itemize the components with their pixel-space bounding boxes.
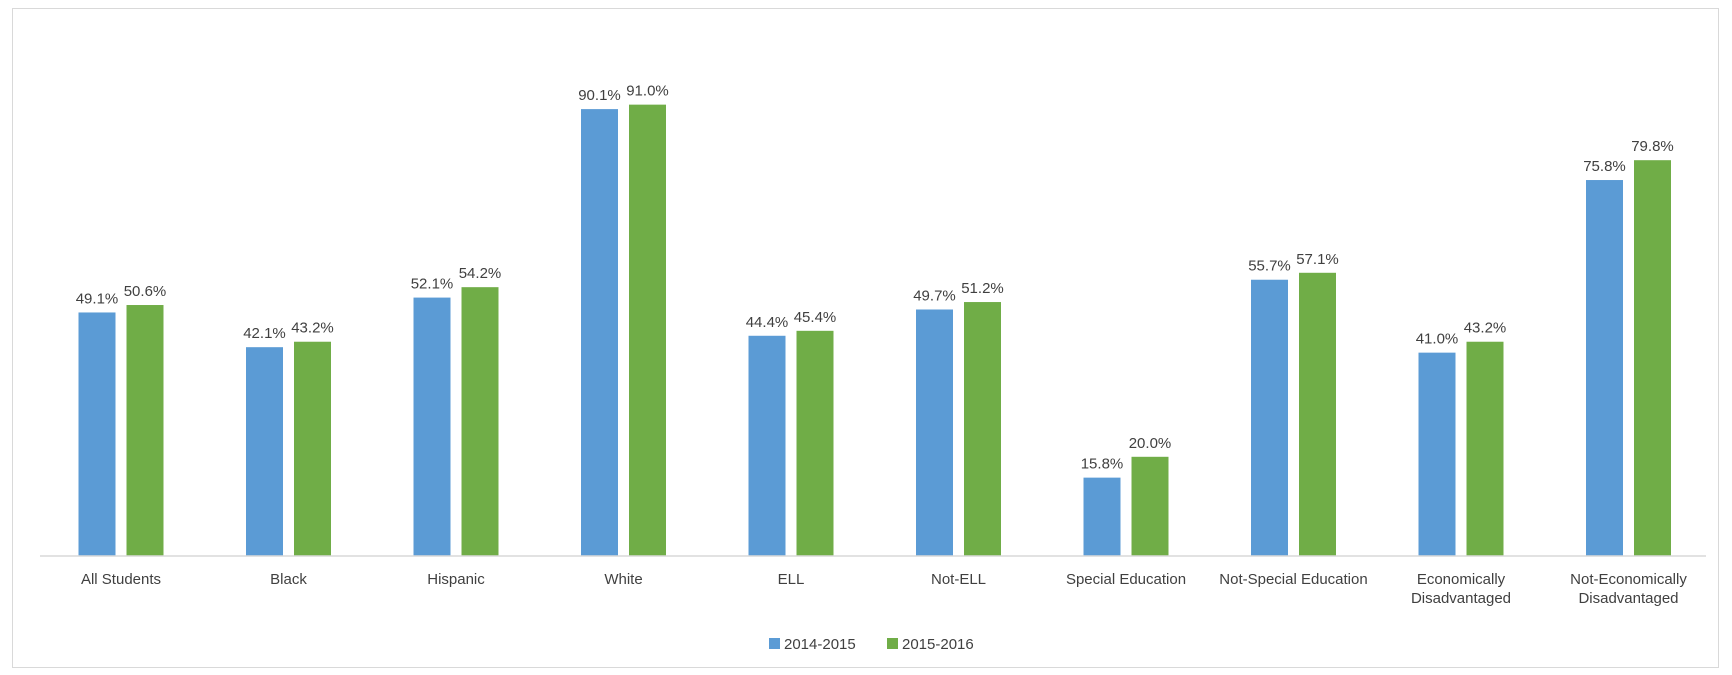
data-label: 75.8%: [1583, 158, 1626, 175]
data-label: 43.2%: [1464, 320, 1507, 337]
bar-series-1: [1083, 477, 1121, 556]
bar-series-2: [1466, 341, 1504, 556]
bar-series-2: [126, 305, 164, 556]
bar-series-1: [1251, 279, 1288, 556]
value-labels-layer: 49.1% 50.6% 42.1% 43.2% 52.1% 54.2% 90.1% 91.0%…: [76, 83, 1674, 473]
data-label: 43.2%: [291, 320, 334, 337]
bar-series-2: [1634, 160, 1671, 556]
bar-series-2: [294, 341, 331, 556]
bar-series-1: [1418, 352, 1456, 556]
bar-series-1: [581, 109, 618, 556]
bar-series-2: [461, 287, 499, 556]
data-label: 45.4%: [794, 309, 837, 326]
data-label: 79.8%: [1631, 138, 1674, 155]
category-label: Not-Special Education: [1219, 571, 1367, 588]
bar-series-1: [748, 335, 786, 556]
data-label: 44.4%: [746, 314, 789, 331]
bar-series-2: [964, 302, 1001, 556]
bar-series-2: [1131, 456, 1169, 556]
data-label: 52.1%: [411, 276, 454, 293]
data-label: 57.1%: [1296, 251, 1339, 268]
bar-series-1: [413, 297, 451, 556]
bar-series-2: [629, 104, 666, 556]
data-label: 42.1%: [243, 325, 286, 342]
bar-series-2: [1299, 272, 1336, 556]
chart-frame: [12, 8, 1719, 668]
data-label: 91.0%: [626, 83, 669, 100]
data-label: 51.2%: [961, 280, 1004, 297]
bar-series-2: [796, 330, 834, 556]
legend: 2014-2015 2015-2016: [769, 636, 974, 653]
category-label: Black: [270, 571, 307, 588]
bar-series-1: [1586, 180, 1623, 557]
category-label: Hispanic: [427, 571, 485, 588]
category-label: All Students: [81, 571, 161, 588]
data-label: 49.7%: [913, 287, 956, 304]
legend-swatch: [769, 638, 780, 649]
data-label: 90.1%: [578, 87, 621, 104]
data-label: 41.0%: [1416, 331, 1459, 348]
legend-label: 2015-2016: [902, 636, 974, 653]
category-label: ELL: [778, 571, 805, 588]
category-label: Not-ELL: [931, 571, 986, 588]
category-label: White: [604, 571, 642, 588]
legend-label: 2014-2015: [784, 636, 856, 653]
data-label: 20.0%: [1129, 435, 1172, 452]
data-label: 54.2%: [459, 265, 502, 282]
data-label: 15.8%: [1081, 456, 1124, 473]
legend-swatch: [887, 638, 898, 649]
data-label: 50.6%: [124, 283, 167, 300]
category-label: Special Education: [1066, 571, 1186, 588]
data-label: 49.1%: [76, 290, 119, 307]
bars-layer: [78, 104, 1671, 557]
bar-series-1: [916, 309, 953, 556]
category-labels-layer: All Students Black Hispanic White ELL Not-ELL…: [81, 571, 1687, 607]
bar-series-1: [78, 312, 116, 556]
category-label: Not-Economically Disadvantaged: [1570, 571, 1687, 607]
category-label: Economically Disadvantaged: [1411, 571, 1511, 607]
bar-series-1: [246, 347, 283, 556]
data-label: 55.7%: [1248, 258, 1291, 275]
